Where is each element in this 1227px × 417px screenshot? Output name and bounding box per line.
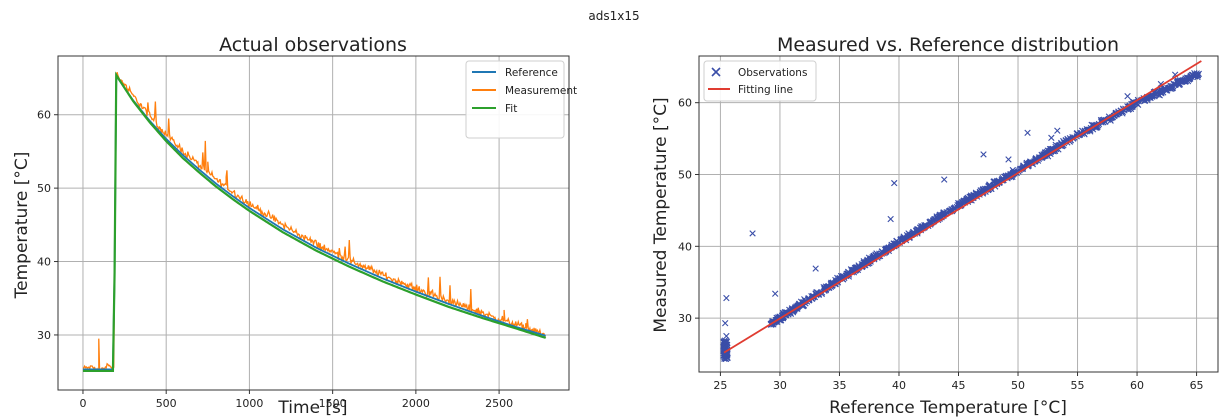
observation-outlier-marker <box>1054 127 1061 134</box>
observation-outlier-marker <box>721 319 729 327</box>
observations-tick-labels: 0 500 1000 1500 2000 2500 30 40 50 60 <box>37 109 513 410</box>
reference-series-line <box>82 72 546 371</box>
distribution-x-tick-label: 30 <box>773 379 787 392</box>
observation-marker <box>900 233 907 240</box>
observation-marker <box>936 212 943 219</box>
observation-marker <box>721 343 729 351</box>
observation-outlier-marker <box>891 179 898 187</box>
observation-outlier-marker <box>1005 156 1012 163</box>
legend-reference-label: Reference <box>505 67 558 79</box>
observation-marker <box>820 284 827 291</box>
distribution-y-tick-label: 60 <box>678 97 692 110</box>
observation-marker <box>967 193 974 201</box>
distribution-x-tick-label: 25 <box>713 379 727 392</box>
observation-marker <box>870 253 878 260</box>
legend-fit-label: Fit <box>505 103 517 115</box>
distribution-x-tick-label: 50 <box>1011 379 1025 392</box>
observation-outlier-marker <box>812 265 819 272</box>
observations-x-tick-label: 1000 <box>235 397 263 410</box>
observation-marker <box>723 332 730 340</box>
distribution-plot-title: Measured vs. Reference distribution <box>777 34 1119 56</box>
fit-series-line <box>82 71 547 373</box>
observations-plot: Actual observations Time [s] Temperature… <box>12 34 577 417</box>
observations-y-tick-label: 40 <box>37 256 51 269</box>
observation-marker <box>1157 87 1164 94</box>
legend-fitting-line-label: Fitting line <box>738 84 793 96</box>
observation-marker <box>885 244 892 251</box>
observations-x-axis-label: Time [s] <box>277 398 347 417</box>
observation-marker <box>930 216 937 224</box>
distribution-x-tick-label: 65 <box>1190 379 1204 392</box>
legend-observations-label: Observations <box>738 67 807 79</box>
observations-y-axis-label: Temperature [°C] <box>12 152 32 300</box>
distribution-series-layer <box>720 60 1203 363</box>
observation-marker <box>1001 173 1008 181</box>
observation-outlier-marker <box>771 290 779 297</box>
legend-observations-swatch <box>711 67 721 77</box>
observation-marker <box>970 192 978 199</box>
observations-x-tick-label: 2000 <box>402 397 430 410</box>
figure-suptitle: ads1x15 <box>588 9 639 23</box>
observation-marker <box>793 303 800 310</box>
observation-outlier-marker <box>749 230 756 237</box>
observation-marker <box>1194 71 1202 78</box>
observations-series-layer <box>82 71 547 373</box>
measurement-series-line <box>82 72 547 372</box>
observation-marker <box>921 221 928 229</box>
observations-axes-frame <box>57 55 570 391</box>
observation-marker <box>720 338 727 345</box>
observation-outlier-marker <box>941 176 948 183</box>
observation-marker <box>1183 74 1191 81</box>
distribution-x-tick-label: 60 <box>1130 379 1144 392</box>
distribution-axes-frame <box>698 55 1219 373</box>
observation-marker <box>1074 131 1081 138</box>
observation-marker <box>1193 71 1200 79</box>
observation-marker <box>865 254 873 261</box>
observation-marker <box>720 352 728 359</box>
observation-marker <box>991 179 998 186</box>
observations-plot-area <box>82 71 547 373</box>
observation-marker <box>882 246 889 253</box>
observation-outlier-marker <box>887 215 894 223</box>
distribution-plot-area <box>720 60 1203 363</box>
distribution-y-tick-label: 40 <box>678 240 692 253</box>
observations-x-tick-label: 500 <box>156 397 177 410</box>
observation-marker <box>837 272 845 280</box>
distribution-y-axis-label: Measured Temperature [°C] <box>651 97 671 332</box>
distribution-legend: Observations Fitting line <box>703 60 817 102</box>
distribution-x-tick-label: 45 <box>952 379 966 392</box>
observations-plot-title: Actual observations <box>219 34 407 56</box>
observations-y-tick-label: 60 <box>37 109 51 122</box>
observation-marker <box>1155 91 1162 99</box>
observations-x-tick-label: 2500 <box>485 397 513 410</box>
observation-outlier-marker <box>1024 129 1031 137</box>
observation-outlier-marker <box>980 151 987 158</box>
observations-y-tick-label: 50 <box>37 182 51 195</box>
distribution-plot: Measured vs. Reference distribution Refe… <box>651 34 1219 417</box>
observation-outlier-marker <box>1124 93 1131 100</box>
observations-legend: Reference Measurement Fit <box>465 60 577 139</box>
distribution-x-tick-label: 40 <box>892 379 906 392</box>
distribution-y-tick-label: 30 <box>678 312 692 325</box>
observations-y-tick-label: 30 <box>37 329 51 342</box>
distribution-x-axis-label: Reference Temperature [°C] <box>829 398 1067 417</box>
observations-x-tick-label: 1500 <box>319 397 347 410</box>
legend-measurement-label: Measurement <box>505 85 577 97</box>
observation-marker <box>722 355 730 363</box>
observation-outlier-marker <box>723 294 730 302</box>
observation-marker <box>956 200 963 208</box>
distribution-tick-labels: 25 30 35 40 45 50 55 60 65 30 40 50 60 <box>678 97 1204 392</box>
distribution-x-tick-label: 55 <box>1071 379 1085 392</box>
distribution-x-tick-label: 35 <box>832 379 846 392</box>
fitting-line <box>723 60 1202 354</box>
distribution-y-tick-label: 50 <box>678 169 692 182</box>
observation-marker <box>959 198 966 206</box>
observations-grid <box>58 56 569 390</box>
observation-outlier-marker <box>1048 134 1055 142</box>
observation-marker <box>1077 129 1084 137</box>
observations-x-tick-label: 0 <box>79 397 86 410</box>
observation-marker <box>1167 85 1174 93</box>
